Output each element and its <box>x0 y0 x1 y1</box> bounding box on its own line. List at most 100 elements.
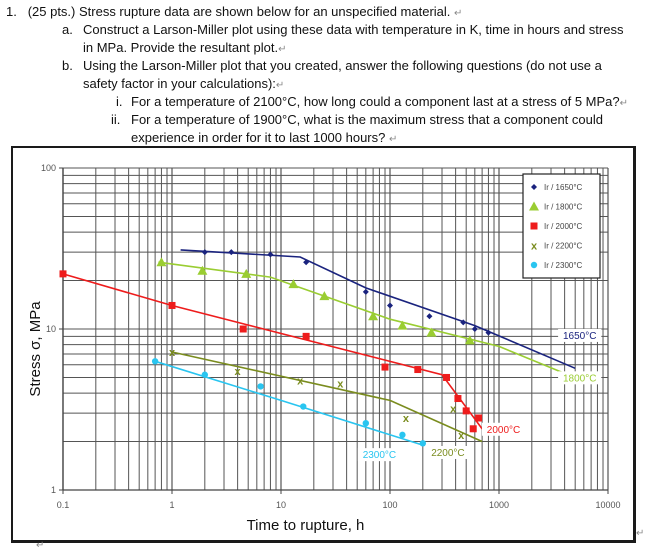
diamond-marker-icon <box>460 319 467 326</box>
series-2200: x x x x x x x <box>169 347 483 443</box>
circle-marker-icon <box>419 440 427 447</box>
part-a-line-2-text: in MPa. Provide the resultant plot. <box>83 40 279 55</box>
curve-label: 2200°C <box>431 448 464 459</box>
fit-line <box>158 261 565 375</box>
paragraph-mark-icon: ↵ <box>454 8 463 19</box>
subpart-i-label: i. <box>116 94 123 109</box>
circle-marker-icon <box>201 371 209 378</box>
x-marker-icon: x <box>297 375 304 387</box>
diamond-marker-icon <box>228 249 235 256</box>
paragraph-mark-icon: ↵ <box>619 98 629 109</box>
triangle-marker-icon <box>426 327 437 337</box>
curve-label-background <box>558 328 602 342</box>
x-tick-label: 0.1 <box>57 500 70 510</box>
square-marker-icon <box>302 332 310 340</box>
x-axis-label: Time to rupture, h <box>247 517 365 534</box>
circle-marker-icon <box>300 403 307 410</box>
fit-line <box>171 351 483 443</box>
part-a-label: a. <box>62 22 73 37</box>
paragraph-mark-icon: ↵ <box>389 134 398 145</box>
subpart-i-text: For a temperature of 2100°C, how long co… <box>131 94 620 109</box>
square-marker-icon <box>381 363 389 371</box>
circle-marker-icon <box>257 383 264 390</box>
square-marker-icon <box>469 425 477 433</box>
curve-label-background <box>357 448 402 462</box>
x-tick-label: 1 <box>169 500 174 510</box>
circle-marker-icon <box>362 419 370 427</box>
x-tick-label: 1000 <box>489 500 509 510</box>
triangle-marker-icon <box>319 291 330 301</box>
x-marker-icon: x <box>169 347 176 359</box>
diamond-marker-icon <box>387 302 393 309</box>
fit-line <box>62 273 488 436</box>
x-marker-icon: x <box>403 413 410 425</box>
square-marker-icon <box>462 407 470 415</box>
curve-label-background <box>426 445 470 459</box>
square-marker-icon <box>475 414 483 422</box>
triangle-marker-icon <box>156 257 167 267</box>
legend: Ir / 1650°C Ir / 1800°C Ir / 2000°C x Ir / 2… <box>522 173 601 279</box>
subpart-ii-label: ii. <box>111 112 121 127</box>
part-a-line-2: in MPa. Provide the resultant plot.↵ <box>83 40 287 58</box>
question-number: 1. <box>6 4 17 19</box>
curve-label-background <box>481 422 526 436</box>
x-marker-icon: x <box>235 366 242 378</box>
part-b-line-2: safety factor in your calculations):↵ <box>83 76 284 94</box>
curve-label: 2000°C <box>487 425 520 436</box>
series-1800 <box>156 257 565 375</box>
diamond-marker-icon <box>201 249 208 256</box>
paragraph-mark-icon: ↵ <box>275 80 285 91</box>
legend-entry-label: Ir / 2200°C <box>544 242 583 251</box>
part-b-line-2-text: safety factor in your calculations): <box>83 76 276 91</box>
y-axis-label: Stress σ, MPa <box>27 301 44 397</box>
diamond-marker-icon <box>531 184 537 190</box>
part-b-line-1: Using the Larson-Miller plot that you cr… <box>83 58 602 73</box>
diamond-marker-icon <box>485 329 492 336</box>
triangle-marker-icon <box>288 279 299 289</box>
x-marker-icon: x <box>337 378 344 390</box>
square-marker-icon <box>168 301 176 309</box>
subpart-ii-line-2-text: experience in order for it to last 1000 … <box>131 130 386 145</box>
x-tick-label: 10000 <box>595 500 620 510</box>
diamond-marker-icon <box>303 259 310 266</box>
legend-entry-label: Ir / 2300°C <box>544 261 583 270</box>
question-header-text: (25 pts.) Stress rupture data are shown … <box>27 4 451 19</box>
square-marker-icon <box>454 395 462 403</box>
legend-entry-label: Ir / 1650°C <box>544 183 583 192</box>
series-2000 <box>59 270 488 436</box>
part-b-label: b. <box>62 58 73 73</box>
y-tick-label: 100 <box>41 163 56 173</box>
x-marker-icon: x <box>450 404 457 416</box>
diamond-marker-icon <box>426 313 433 320</box>
triangle-marker-icon <box>464 335 475 345</box>
series-2300 <box>151 358 427 447</box>
question-header: 1. (25 pts.) Stress rupture data are sho… <box>6 4 462 22</box>
diamond-marker-icon <box>471 326 478 332</box>
circle-marker-icon <box>399 431 406 439</box>
x-tick-label: 100 <box>382 500 397 510</box>
diamond-marker-icon <box>362 288 369 295</box>
fit-line <box>154 360 424 446</box>
square-marker-icon <box>59 270 67 278</box>
legend-entry-label: Ir / 2000°C <box>544 222 583 231</box>
part-a-line-1: Construct a Larson-Miller plot using the… <box>83 22 624 37</box>
curve-label: 1800°C <box>563 373 596 384</box>
y-tick-label: 1 <box>51 485 56 495</box>
paragraph-mark-icon: ↵ <box>36 540 45 551</box>
paragraph-mark-icon: ↵ <box>636 528 645 539</box>
curve-label: 1650°C <box>563 331 596 342</box>
square-marker-icon <box>443 373 451 381</box>
curve-label: 2300°C <box>363 450 396 461</box>
square-marker-icon <box>239 325 247 333</box>
triangle-marker-icon <box>368 311 379 321</box>
legend-entry-label: Ir / 1800°C <box>544 203 583 212</box>
diamond-marker-icon <box>267 251 274 258</box>
subpart-ii-line-2: experience in order for it to last 1000 … <box>131 130 397 148</box>
subpart-ii-line-1: For a temperature of 1900°C, what is the… <box>131 112 603 127</box>
triangle-marker-icon <box>197 265 208 275</box>
series-1650 <box>180 249 576 370</box>
square-marker-icon <box>530 222 538 230</box>
curve-label-background <box>558 371 602 385</box>
x-marker-icon: x <box>531 241 538 253</box>
